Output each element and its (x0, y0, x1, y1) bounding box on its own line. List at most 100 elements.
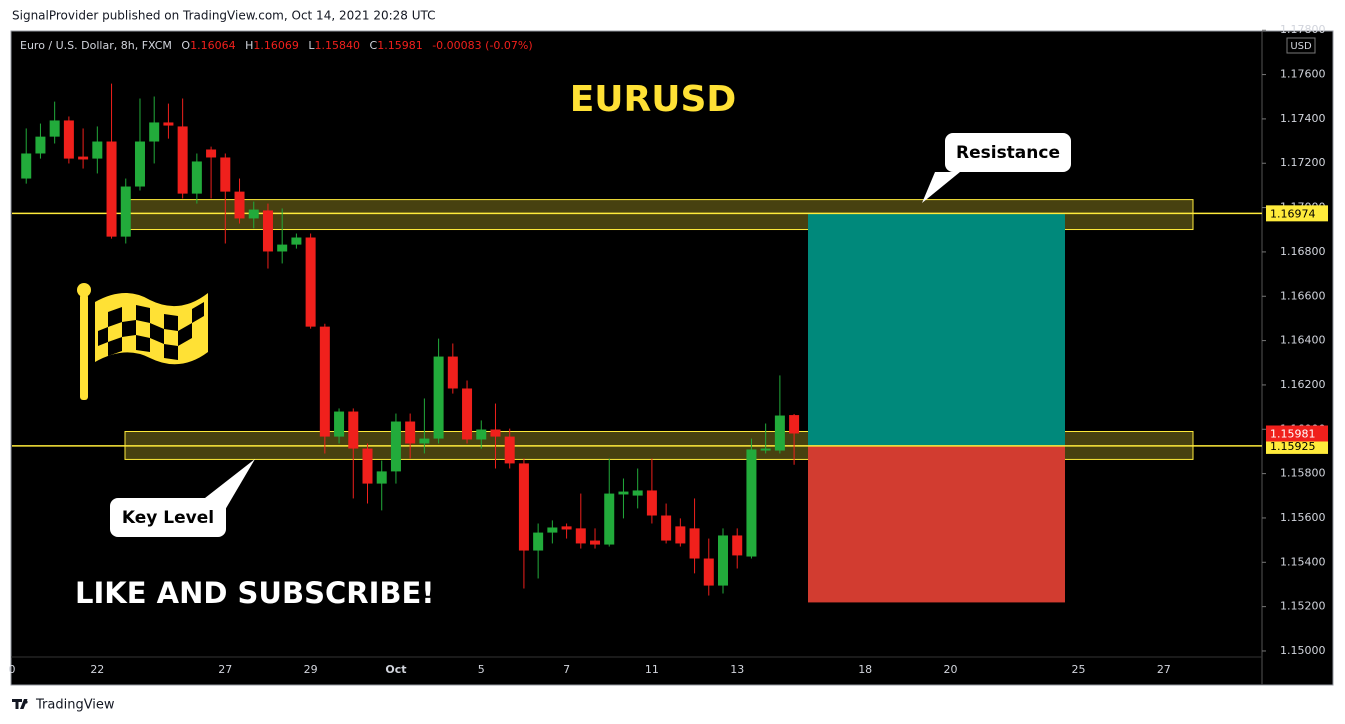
candle-body (646, 490, 657, 516)
candle-body (405, 421, 416, 444)
y-tick-label: 1.15400 (1280, 555, 1326, 568)
candle-body (476, 429, 487, 440)
candle-body (504, 436, 515, 464)
candle-body (718, 535, 728, 586)
candle-body (376, 471, 387, 484)
candle-body (348, 411, 359, 449)
ohlc-value: 1.16064 (190, 39, 236, 52)
candle-body (163, 122, 174, 126)
candle-body (447, 356, 458, 389)
x-tick-label: 20 (944, 663, 958, 676)
candle-body (206, 149, 217, 158)
candle-body (533, 532, 544, 551)
candle-body (362, 448, 373, 484)
candle-body (191, 161, 202, 194)
plot (12, 83, 1262, 603)
candle-body (760, 448, 771, 451)
candle-body (618, 491, 629, 495)
candle-body (490, 429, 501, 437)
chart-title: EURUSD (570, 79, 737, 120)
candle-body (49, 120, 60, 137)
candle-body (789, 415, 800, 434)
x-tick-label: 18 (858, 663, 872, 676)
currency: USD (1290, 41, 1312, 52)
candle-body (575, 528, 586, 544)
candle-body (319, 326, 330, 437)
candle-body (35, 136, 46, 154)
candle-body (689, 528, 700, 559)
y-tick-label: 1.15600 (1280, 511, 1326, 524)
callout-box (945, 133, 1071, 172)
callout-key-level: Key Level (122, 508, 214, 528)
candle-body (21, 153, 32, 179)
candle-body (675, 526, 686, 544)
flag-icon (77, 283, 208, 400)
level-tag (1266, 205, 1328, 222)
callout-box (110, 498, 226, 537)
candle-body (561, 526, 572, 530)
callout-tail (922, 172, 960, 203)
candle-body (334, 411, 345, 437)
candle-body (661, 515, 672, 541)
candle-body (462, 388, 473, 440)
candle-body (106, 141, 117, 237)
x-tick-label: 25 (1072, 663, 1086, 676)
y-tick-label: 1.17600 (1280, 68, 1326, 81)
chart-frame (10, 30, 1334, 686)
candle-body (732, 535, 743, 556)
candle-body (248, 209, 259, 219)
candle-body (547, 527, 558, 533)
y-tick-label: 1.15000 (1280, 644, 1326, 657)
x-tick-label: 7 (563, 663, 570, 676)
callout-tail (205, 459, 255, 510)
target-area (808, 213, 1065, 446)
ohlc-key: H (245, 39, 253, 52)
candle-body (590, 540, 601, 545)
axes: 1.15000 1.15200 1.15400 1.15600 1.15800 1.160… (9, 23, 1328, 676)
y-tick-label: 1.16400 (1280, 334, 1326, 347)
x-tick-label: 5 (478, 663, 485, 676)
x-tick-label: 27 (218, 663, 232, 676)
currency-box (1286, 37, 1316, 54)
ohlc-key: O (181, 39, 190, 52)
level-tag-label: 1.15925 (1270, 440, 1316, 453)
x-tick-label: Oct (385, 663, 406, 676)
candle-body (291, 237, 302, 245)
ohlc-value: 1.15981 (377, 39, 423, 52)
candle-body (390, 421, 401, 472)
y-tick-label: 1.17400 (1280, 112, 1326, 125)
candle-body (746, 449, 757, 557)
last-price-label: 1.15981 (1270, 427, 1316, 440)
y-tick-label: 1.16600 (1280, 289, 1326, 302)
candle-body (63, 120, 74, 159)
symbol: Euro / U.S. Dollar, 8h, FXCM (20, 39, 172, 52)
candle-body (177, 126, 188, 194)
candle-body (120, 186, 131, 237)
x-tick-label: 29 (304, 663, 318, 676)
ohlc-value: 1.16069 (253, 39, 299, 52)
footer: TradingView (35, 698, 115, 713)
level-tag (1266, 437, 1328, 454)
x-tick-label: 13 (730, 663, 744, 676)
candle-body (305, 237, 316, 327)
call-to-action: LIKE AND SUBSCRIBE! (75, 576, 435, 610)
change: -0.00083 (-0.07%) (432, 39, 532, 52)
candle-body (604, 493, 615, 545)
x-tick-label: 0 (9, 663, 16, 676)
candle-body (277, 244, 288, 252)
candle-body (234, 191, 245, 219)
y-tick-label: 1.16800 (1280, 245, 1326, 258)
stop-area (808, 445, 1065, 603)
legend: Euro / U.S. Dollar, 8h, FXCM O1.16064 H1… (20, 39, 533, 52)
last-price-tag (1266, 425, 1328, 442)
publisher: SignalProvider published on TradingView.… (12, 9, 436, 23)
y-tick-label: 1.15200 (1280, 600, 1326, 613)
candle-body (632, 490, 643, 496)
x-tick-label: 22 (90, 663, 104, 676)
candle-body (92, 141, 103, 159)
candle-body (134, 141, 145, 187)
ohlc-key: C (370, 39, 378, 52)
y-tick-label: 1.15800 (1280, 467, 1326, 480)
candle-body (518, 463, 529, 551)
